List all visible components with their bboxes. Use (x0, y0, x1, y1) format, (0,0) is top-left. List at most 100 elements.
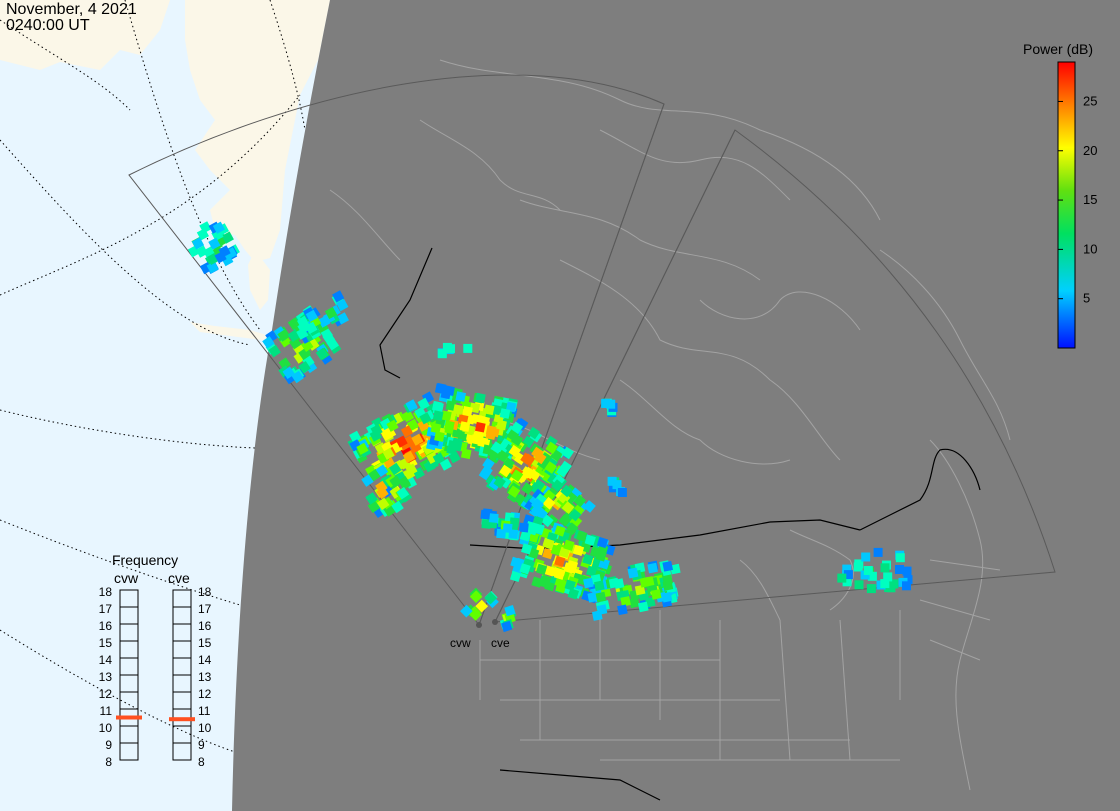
backscatter-cell (336, 312, 350, 325)
backscatter-cell (389, 462, 402, 476)
frequency-box-cve (172, 742, 192, 761)
backscatter-cell (490, 441, 504, 454)
backscatter-cell (386, 419, 399, 432)
backscatter-cell (620, 596, 631, 607)
backscatter-cell (375, 480, 388, 494)
backscatter-cell (592, 610, 603, 621)
backscatter-cell (488, 513, 499, 524)
date-label: November, 4 2021 (6, 1, 137, 18)
backscatter-cell (444, 420, 455, 432)
backscatter-cell (496, 449, 510, 463)
backscatter-cell (417, 397, 430, 411)
backscatter-cell (432, 400, 443, 412)
frequency-scale-label: 11 (198, 704, 211, 718)
frequency-scale-label: 9 (105, 738, 112, 752)
frequency-scale-label: 8 (198, 755, 205, 769)
backscatter-cell (448, 451, 461, 464)
backscatter-cell (545, 441, 558, 455)
backscatter-cell (902, 566, 912, 576)
backscatter-cell (324, 306, 338, 320)
backscatter-cell (478, 467, 492, 481)
backscatter-cell (842, 577, 852, 587)
frequency-scale-label: 8 (105, 755, 112, 769)
siberia-landmass (0, 0, 170, 70)
backscatter-cell (382, 447, 395, 460)
backscatter-cell (854, 580, 864, 590)
backscatter-cell (542, 496, 556, 510)
frequency-scale-label: 16 (198, 619, 212, 633)
frequency-scale-label: 17 (99, 602, 113, 616)
backscatter-cell (349, 430, 362, 443)
backscatter-cell (886, 583, 896, 593)
backscatter-cell (563, 562, 575, 574)
backscatter-cell (607, 476, 617, 486)
backscatter-cell (458, 413, 469, 424)
backscatter-cell (662, 580, 674, 591)
backscatter-cell (447, 440, 459, 451)
backscatter-cell (895, 553, 905, 563)
backscatter-cell (419, 412, 432, 425)
backscatter-cell (519, 530, 531, 542)
backscatter-cell (508, 529, 519, 540)
backscatter-cell (376, 497, 390, 511)
backscatter-cell (583, 577, 594, 589)
backscatter-cell (375, 464, 389, 477)
backscatter-cell (445, 400, 457, 412)
latitude-longitude-grid (0, 0, 306, 753)
backscatter-cell (543, 538, 555, 550)
radar-site-cvw (476, 622, 482, 628)
backscatter-cell (662, 561, 674, 572)
backscatter-cell (208, 237, 221, 250)
frequency-scale-right: 18 17 16 15 14 13 12 11 10 9 8 (198, 585, 212, 769)
colorbar-title: Power (dB) (1023, 41, 1094, 57)
frequency-scale-label: 9 (198, 738, 205, 752)
backscatter-cell (535, 563, 548, 575)
backscatter-cell (568, 508, 582, 522)
backscatter-cell (395, 435, 408, 448)
backscatter-cell (439, 458, 452, 471)
backscatter-cell (612, 480, 622, 490)
backscatter-cell (437, 349, 447, 359)
power-colorbar-ticks: 5 10 15 20 25 (1058, 93, 1097, 306)
backscatter-cell (381, 428, 394, 441)
backscatter-cell (583, 500, 596, 513)
backscatter-cell (554, 525, 566, 537)
backscatter-cell (332, 290, 345, 303)
backscatter-cell (555, 582, 567, 594)
backscatter-cell (617, 604, 628, 616)
backscatter-cell (572, 544, 585, 556)
frequency-scale-label: 18 (198, 585, 212, 599)
backscatter-cell (634, 584, 646, 596)
backscatter-cell (432, 452, 445, 465)
backscatter-cell (521, 543, 533, 555)
backscatter-cell (867, 571, 877, 581)
backscatter-cell (853, 562, 863, 572)
backscatter-cell (483, 404, 495, 416)
backscatter-cell (396, 487, 410, 500)
backscatter-cell (558, 546, 571, 558)
backscatter-cell (361, 474, 374, 487)
backscatter-cell (389, 475, 402, 488)
backscatter-cell (567, 588, 579, 600)
backscatter-cell (594, 580, 605, 592)
backscatter-cell (522, 453, 536, 466)
backscatter-cell (397, 475, 411, 489)
backscatter-cell (903, 575, 913, 585)
frequency-scale-label: 15 (99, 636, 113, 650)
frequency-scale-label: 14 (99, 653, 113, 667)
backscatter-cell (883, 572, 893, 582)
backscatter-cell (430, 422, 442, 434)
backscatter-cell (596, 536, 609, 549)
colorbar-tick-label: 5 (1083, 291, 1090, 306)
frequency-scale-label: 10 (99, 721, 113, 735)
frequency-scale-label: 13 (198, 670, 212, 684)
backscatter-cell (539, 577, 551, 589)
backscatter-cell (595, 591, 607, 603)
time-label: 0240:00 UT (6, 17, 90, 34)
frequency-scale-left: 18 17 16 15 14 13 12 11 10 9 8 (99, 585, 113, 769)
backscatter-cell (501, 620, 513, 633)
coastlines (329, 59, 1011, 791)
backscatter-cell (608, 577, 620, 589)
